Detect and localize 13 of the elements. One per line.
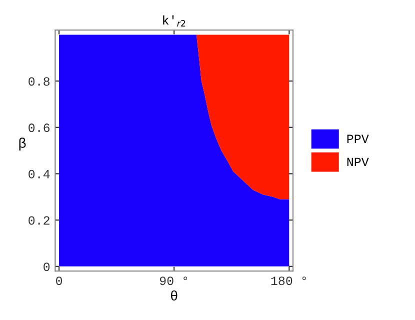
y-tick-label: 0.6 [28,124,50,132]
y-tick-label: 0.4 [28,170,50,178]
x-axis-title: θ [170,290,178,301]
x-tick-label: 0 [56,276,62,286]
y-tick-label: 0.8 [28,77,50,86]
y-tick-label: 0 [44,262,50,272]
legend-label: PPV [347,134,369,143]
y-tick-label: 0.2 [28,216,50,225]
legend-label: NPV [347,158,369,166]
y-axis-title: β [19,138,26,151]
x-tick-label: 90 ° [160,276,188,286]
chart-title: k′$_{r2}$ [163,15,186,27]
x-tick-label: 180 ° [271,276,306,286]
